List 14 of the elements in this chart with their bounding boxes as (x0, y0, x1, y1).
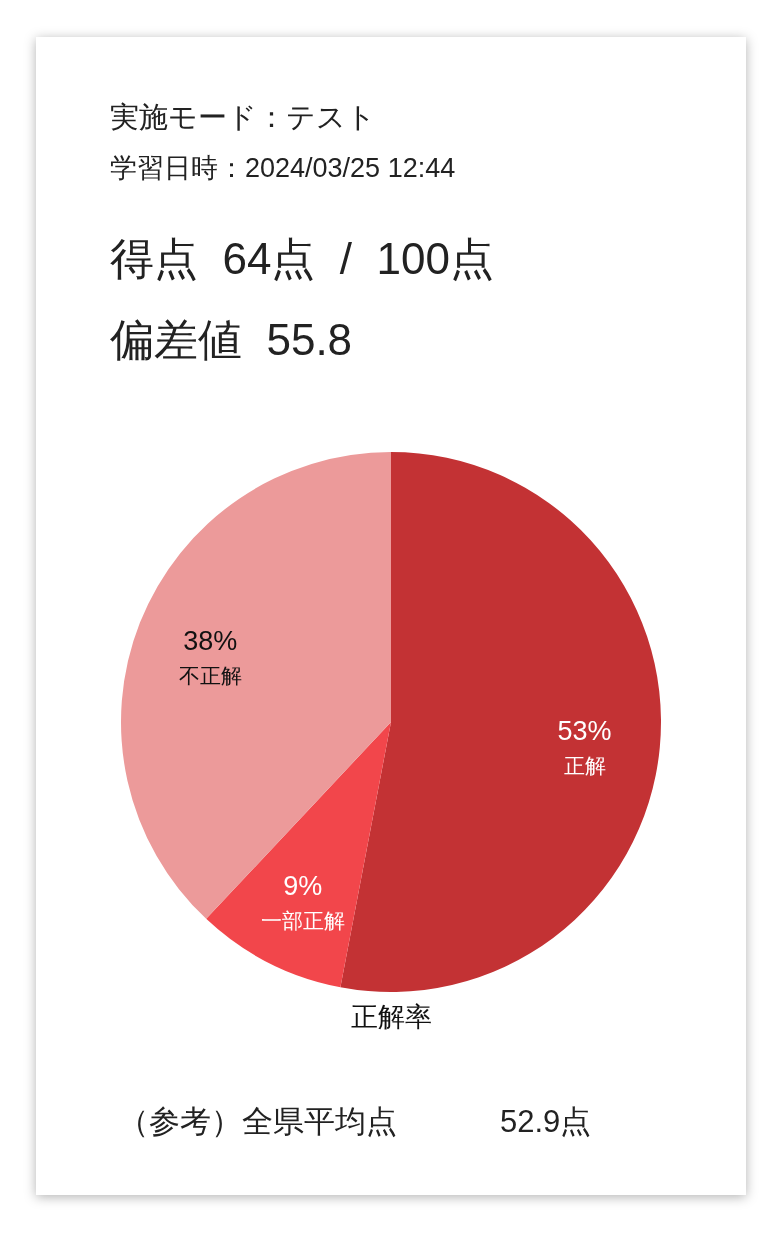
slice-label: 不正解 (178, 664, 242, 688)
text: 実施モード：テスト (110, 101, 376, 133)
slice-label: 正解 (563, 754, 606, 778)
text: 偏差値 55.8 (110, 315, 353, 364)
text: （参考）全県平均点 (118, 1104, 397, 1139)
text: 得点 64点 / 100点 (110, 234, 494, 283)
data-label: 9% (283, 871, 323, 902)
text: 学習日時：2024/03/25 12:44 (110, 153, 456, 183)
pie-slice (206, 722, 391, 988)
data-label: 53% (557, 716, 612, 747)
data-label: 38% (183, 626, 238, 657)
slice-label: 一部正解 (260, 909, 345, 933)
text: 正解率 (350, 1002, 432, 1032)
text: 52.9点 (500, 1104, 592, 1139)
